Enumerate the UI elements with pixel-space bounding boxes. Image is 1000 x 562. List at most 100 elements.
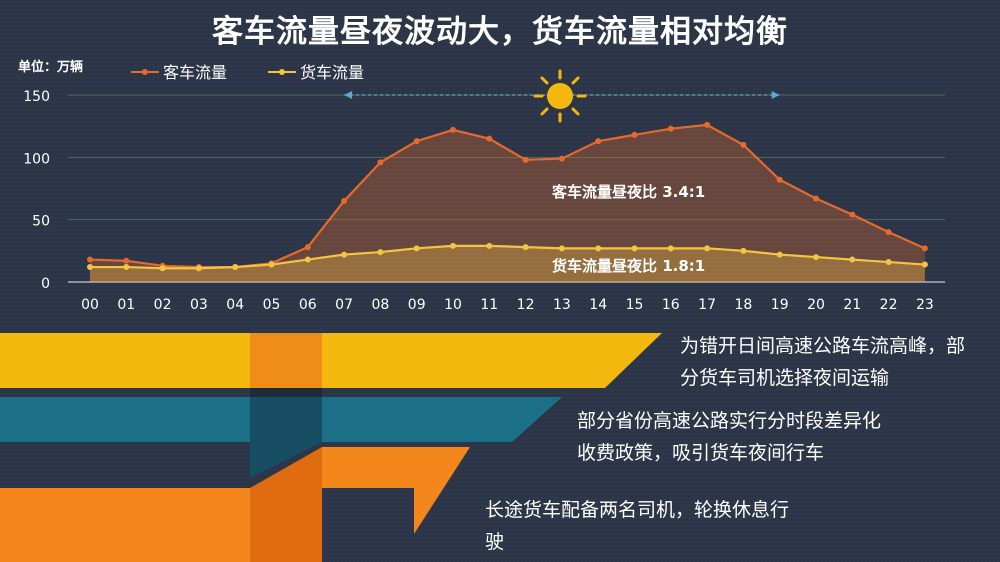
x-tick-label: 18 xyxy=(734,297,752,313)
x-tick-label: 13 xyxy=(553,297,571,313)
x-tick-label: 12 xyxy=(517,297,535,313)
x-tick-label: 08 xyxy=(371,297,389,313)
ribbon-fold-teal xyxy=(250,397,322,478)
ribbon-fold-yellow xyxy=(250,333,322,388)
x-tick-label: 10 xyxy=(444,297,462,313)
data-point xyxy=(450,242,456,249)
x-tick-label: 22 xyxy=(880,297,898,313)
series-area xyxy=(90,245,925,282)
data-point xyxy=(486,135,493,142)
x-tick-label: 02 xyxy=(154,297,172,313)
data-point xyxy=(631,131,638,138)
data-point xyxy=(377,159,384,166)
legend-item-passenger: 客车流量 xyxy=(131,63,227,82)
data-point xyxy=(667,245,674,252)
data-point xyxy=(558,245,565,252)
data-point xyxy=(595,138,602,145)
data-point xyxy=(885,259,892,266)
legend-label-passenger: 客车流量 xyxy=(163,63,227,82)
unit-label: 单位：万辆 xyxy=(18,59,83,75)
data-point xyxy=(740,247,747,254)
data-point xyxy=(704,245,711,252)
x-tick-label: 03 xyxy=(190,297,208,313)
series-points xyxy=(87,121,928,272)
data-point xyxy=(595,245,602,252)
note-2: 部分省份高速公路实行分时段差异化收费政策，吸引货车夜间行车 xyxy=(577,410,882,464)
data-point xyxy=(413,245,420,252)
legend-label-truck: 货车流量 xyxy=(300,63,364,82)
y-axis-ticks: 0 50 100 150 xyxy=(23,89,50,292)
annotation-truck-ratio: 货车流量昼夜比 1.8:1 xyxy=(552,257,705,275)
ribbon-band-yellow xyxy=(0,333,662,388)
data-point xyxy=(704,121,711,128)
data-point xyxy=(304,244,311,251)
annotation-passenger-ratio: 客车流量昼夜比 3.4:1 xyxy=(551,183,705,201)
data-point xyxy=(304,256,311,263)
data-point xyxy=(921,261,928,268)
x-tick-label: 07 xyxy=(335,297,353,313)
x-tick-label: 06 xyxy=(299,297,317,313)
x-tick-label: 09 xyxy=(408,297,426,313)
data-point xyxy=(849,256,856,263)
data-point xyxy=(123,264,130,271)
data-point xyxy=(87,256,93,263)
ribbon-band-orange xyxy=(0,447,470,534)
data-point xyxy=(268,261,275,268)
x-tick-label: 01 xyxy=(117,297,135,313)
data-point xyxy=(522,244,529,251)
data-point xyxy=(667,125,674,132)
x-tick-label: 21 xyxy=(843,297,861,313)
data-point xyxy=(232,264,239,271)
x-tick-label: 15 xyxy=(626,297,644,313)
data-point xyxy=(377,249,384,256)
series-line xyxy=(90,244,925,270)
data-point xyxy=(341,197,348,204)
data-point xyxy=(776,251,783,258)
y-tick-label: 100 xyxy=(23,151,50,167)
data-point xyxy=(341,251,348,258)
data-point xyxy=(813,195,819,202)
data-point xyxy=(776,176,783,183)
x-axis-ticks: 00 01 02 03 04 05 06 07 08 09 10 11 12 13 14 15 16 17 18 19… xyxy=(81,297,934,313)
data-point xyxy=(921,245,928,252)
data-point xyxy=(885,229,892,236)
data-point xyxy=(849,211,856,218)
series-area xyxy=(90,124,925,282)
x-tick-label: 19 xyxy=(771,297,789,313)
legend: 客车流量 货车流量 xyxy=(131,63,364,82)
data-point xyxy=(450,126,456,133)
series-areas xyxy=(89,123,926,282)
x-tick-label: 14 xyxy=(589,297,607,313)
page-title: 客车流量昼夜波动大，货车流量相对均衡 xyxy=(212,14,788,50)
legend-item-truck: 货车流量 xyxy=(268,63,364,82)
y-tick-label: 150 xyxy=(23,89,50,105)
data-point xyxy=(486,242,493,249)
note-1: 为错开日间高速公路车流高峰，部分货车司机选择夜间运输 xyxy=(680,335,966,389)
note-3: 长途货车配备两名司机，轮换休息行驶 xyxy=(485,499,790,553)
x-tick-label: 17 xyxy=(698,297,716,313)
data-point xyxy=(413,138,420,145)
x-tick-label: 04 xyxy=(226,297,244,313)
x-tick-label: 20 xyxy=(807,297,825,313)
x-tick-label: 23 xyxy=(916,297,934,313)
data-point xyxy=(740,141,747,148)
ribbon-band-orange-lower xyxy=(0,488,250,562)
data-point xyxy=(558,155,565,162)
data-point xyxy=(813,254,819,261)
x-tick-label: 16 xyxy=(662,297,680,313)
data-point xyxy=(123,257,130,264)
sun-icon xyxy=(533,69,587,123)
ribbon-graphic xyxy=(0,333,662,562)
y-tick-label: 0 xyxy=(41,276,50,292)
data-point xyxy=(522,156,529,163)
x-tick-label: 00 xyxy=(81,297,99,313)
ribbon-fold-orange xyxy=(250,447,322,562)
data-point xyxy=(631,245,638,252)
y-tick-label: 50 xyxy=(32,214,50,230)
x-tick-label: 11 xyxy=(480,297,498,313)
x-tick-label: 05 xyxy=(263,297,281,313)
data-point xyxy=(159,265,166,272)
ribbon-fold-shadow xyxy=(250,388,322,397)
data-point xyxy=(87,264,93,271)
